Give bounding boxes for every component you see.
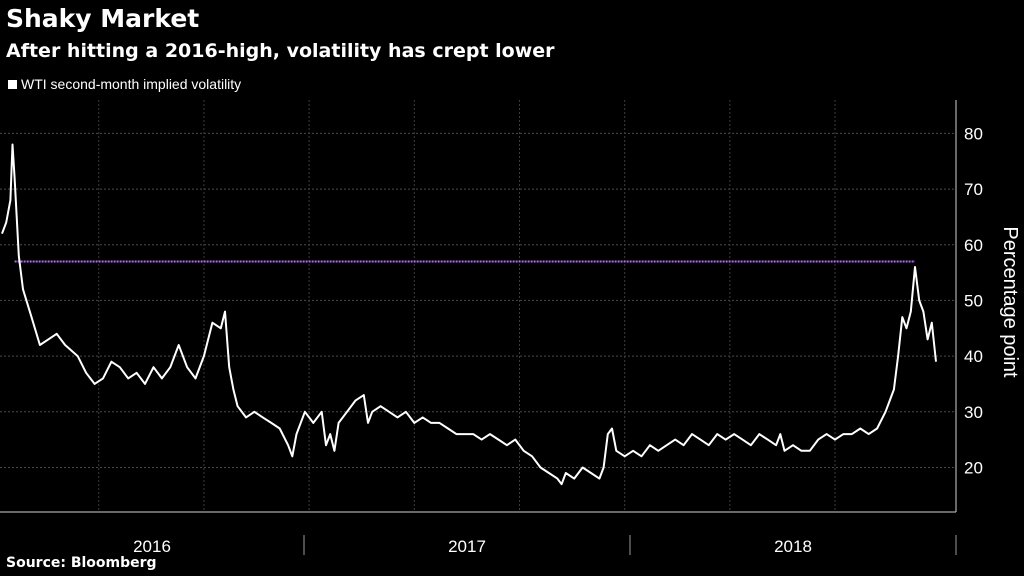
y-axis-label: Percentage point — [999, 226, 1021, 378]
chart-title: Shaky Market — [6, 4, 200, 33]
y-tick-label: 60 — [964, 236, 983, 255]
series-group — [1, 143, 937, 486]
y-tick-label: 50 — [964, 291, 983, 310]
y-tick-label: 20 — [964, 458, 983, 477]
legend-label: WTI second-month implied volatility — [21, 76, 242, 92]
legend: WTI second-month implied volatility — [8, 76, 241, 92]
axes: 20 30 40 50 60 70 80 2016 2017 2018 — [0, 100, 983, 556]
grid — [0, 100, 956, 512]
x-tick-label: 2016 — [133, 537, 171, 556]
x-tick-label: 2017 — [448, 537, 486, 556]
y-tick-label: 70 — [964, 180, 983, 199]
y-tick-label: 80 — [964, 124, 983, 143]
x-tick-label: 2018 — [774, 537, 812, 556]
y-tick-label: 40 — [964, 347, 983, 366]
chart-subtitle: After hitting a 2016-high, volatility ha… — [6, 40, 555, 62]
y-tick-label: 30 — [964, 403, 983, 422]
source-note: Source: Bloomberg — [6, 555, 157, 571]
series-line — [1, 143, 937, 486]
legend-swatch — [8, 79, 17, 89]
